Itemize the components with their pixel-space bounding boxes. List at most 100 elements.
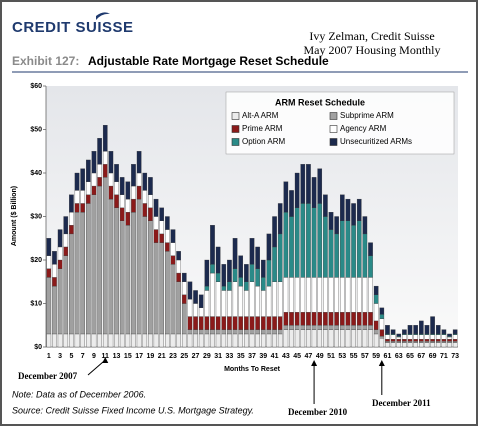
bar-segment: [407, 339, 413, 342]
bar-segment: [142, 203, 148, 217]
x-tick-label: 19: [147, 353, 155, 360]
bar-segment: [323, 312, 328, 326]
bar-segment: [136, 151, 142, 174]
bar-segment: [57, 268, 63, 335]
annotation-arrowhead: [378, 360, 385, 366]
bar-segment: [272, 216, 277, 248]
bar-segment: [362, 277, 368, 313]
bar-segment: [238, 316, 244, 330]
bar-segment: [181, 294, 187, 304]
annotation: December 2010: [288, 407, 348, 417]
legend-swatch: [329, 112, 338, 120]
bar-segment: [272, 333, 277, 348]
bar-segment: [46, 277, 52, 335]
bar-segment: [266, 285, 272, 317]
x-tick-label: 31: [214, 353, 222, 360]
bar-segment: [289, 329, 294, 348]
legend-label: Unsecuritized ARMs: [340, 137, 412, 146]
bar-segment: [91, 333, 97, 348]
bar-segment: [63, 216, 69, 235]
bar-segment: [227, 281, 232, 291]
bar-segment: [407, 325, 413, 335]
bar-segment: [86, 159, 91, 182]
bar-segment: [204, 329, 210, 335]
bar-segment: [396, 336, 402, 340]
bar-segment: [63, 333, 69, 348]
bar-segment: [114, 333, 119, 348]
y-tick-label: $0: [34, 344, 42, 351]
legend-label: Alt-A ARM: [242, 111, 279, 120]
bar-segment: [131, 198, 136, 213]
bar-segment: [244, 316, 249, 330]
bar-segment: [272, 316, 277, 330]
x-tick-label: 41: [271, 353, 279, 360]
bar-segment: [244, 333, 249, 348]
bar-segment: [362, 312, 368, 326]
bar-segment: [102, 164, 108, 178]
bar-segment: [198, 294, 204, 308]
bar-segment: [204, 316, 210, 330]
bar-segment: [176, 251, 181, 261]
x-tick-label: 65: [406, 353, 414, 360]
bar-segment: [215, 329, 221, 335]
bar-segment: [351, 203, 356, 226]
bar-segment: [142, 333, 148, 348]
bar-segment: [396, 339, 402, 342]
exhibit-label: Exhibit 127:: [12, 54, 79, 68]
bar-segment: [91, 151, 97, 174]
bar-segment: [232, 238, 238, 269]
x-tick-label: 73: [451, 353, 459, 360]
bar-segment: [204, 290, 210, 317]
legend-swatch: [231, 125, 240, 133]
x-tick-label: 39: [259, 353, 267, 360]
bar-segment: [46, 255, 52, 269]
bar-segment: [148, 220, 153, 335]
bar-segment: [170, 333, 176, 348]
bar-segment: [114, 181, 119, 195]
bar-segment: [159, 333, 164, 348]
bar-segment: [447, 342, 452, 348]
bar-segment: [379, 338, 385, 348]
legend-box: [225, 91, 455, 155]
x-tick-label: 43: [282, 353, 290, 360]
bar-segment: [46, 238, 52, 256]
bar-segment: [340, 325, 345, 330]
bar-segment: [379, 307, 385, 315]
bar-segment: [413, 334, 418, 340]
bar-segment: [300, 329, 306, 348]
bar-segment: [119, 207, 125, 222]
bar-segment: [334, 325, 339, 330]
bar-segment: [390, 329, 396, 335]
bar-segment: [232, 329, 238, 335]
bar-segment: [334, 329, 339, 348]
bar-segment: [277, 203, 283, 235]
bar-segment: [447, 339, 452, 342]
bar-segment: [125, 211, 131, 226]
bar-segment: [63, 246, 69, 256]
bar-segment: [447, 333, 452, 337]
bar-segment: [430, 342, 435, 348]
bar-segment: [430, 334, 435, 340]
bar-segment: [97, 138, 102, 165]
x-tick-label: 61: [384, 353, 392, 360]
bar-segment: [255, 268, 260, 287]
bar-segment: [204, 333, 210, 348]
bar-segment: [311, 207, 317, 278]
bar-segment: [153, 198, 159, 217]
bar-segment: [345, 312, 351, 326]
bar-segment: [419, 334, 424, 340]
bar-segment: [260, 277, 266, 291]
bar-segment: [69, 194, 74, 213]
y-tick-label: $40: [30, 170, 42, 177]
bar-segment: [69, 233, 74, 335]
bar-segment: [317, 312, 323, 326]
bar-segment: [136, 333, 142, 348]
bar-segment: [311, 277, 317, 313]
bar-segment: [114, 164, 119, 182]
bar-segment: [198, 316, 204, 330]
header-line: May 2007 Housing Monthly: [303, 43, 440, 57]
x-tick-label: 57: [361, 353, 369, 360]
bar-segment: [402, 329, 407, 335]
bar-segment: [52, 333, 57, 348]
